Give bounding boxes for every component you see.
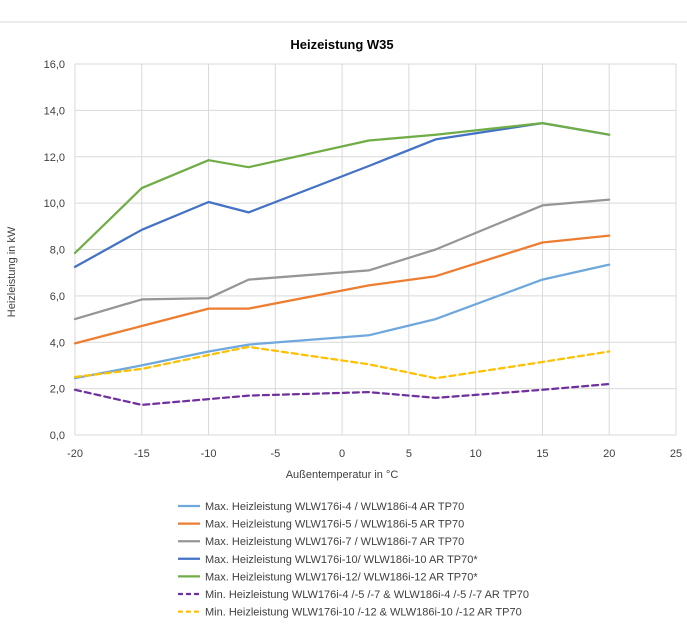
- x-tick-label: 15: [536, 448, 548, 460]
- y-tick-label: 14,0: [44, 105, 65, 117]
- legend-label: Max. Heizleistung WLW176i-4 / WLW186i-4 …: [205, 501, 464, 513]
- legend-item: Max. Heizleistung WLW176i-12/ WLW186i-12…: [178, 571, 478, 583]
- x-tick-label: -5: [270, 448, 280, 460]
- y-axis-label: Heizleistung in kW: [6, 226, 18, 317]
- y-tick-label: 10,0: [44, 198, 65, 210]
- x-tick-label: 10: [470, 448, 482, 460]
- legend-item: Max. Heizleistung WLW176i-4 / WLW186i-4 …: [178, 501, 464, 513]
- y-tick-labels: 0,0 2,0 4,0 6,0 8,0 10,0 12,0 14,0 16,0: [44, 59, 65, 442]
- legend-label: Min. Heizleistung WLW176i-4 /-5 /-7 & WL…: [205, 589, 529, 601]
- x-tick-label: 25: [670, 448, 682, 460]
- series-line-1: [73, 263, 611, 380]
- legend-item: Max. Heizleistung WLW176i-7 / WLW186i-7 …: [178, 536, 464, 548]
- x-tick-label: -20: [67, 448, 83, 460]
- series-line-2: [73, 234, 611, 345]
- series-line-5: [73, 121, 611, 255]
- x-tick-labels: -20 -15 -10 -5 0 5 10 15 20 25: [67, 448, 682, 460]
- y-tick-label: 12,0: [44, 152, 65, 164]
- x-tick-label: 0: [339, 448, 345, 460]
- chart-title: Heizeistung W35: [290, 37, 393, 52]
- series-line-7: [73, 345, 611, 380]
- y-tick-label: 0,0: [50, 430, 65, 442]
- legend-item: Max. Heizleistung WLW176i-5 / WLW186i-5 …: [178, 519, 464, 531]
- legend-item: Min. Heizleistung WLW176i-4 /-5 /-7 & WL…: [178, 589, 529, 601]
- legend-label: Max. Heizleistung WLW176i-12/ WLW186i-12…: [205, 571, 478, 583]
- x-tick-label: 5: [406, 448, 412, 460]
- gridlines: [74, 63, 677, 436]
- legend-label: Min. Heizleistung WLW176i-10 /-12 & WLW1…: [205, 607, 522, 619]
- series-line-3: [73, 198, 611, 321]
- legend-item: Min. Heizleistung WLW176i-10 /-12 & WLW1…: [178, 607, 522, 619]
- y-tick-label: 6,0: [50, 291, 65, 303]
- legend-label: Max. Heizleistung WLW176i-5 / WLW186i-5 …: [205, 519, 464, 531]
- legend-label: Max. Heizleistung WLW176i-10/ WLW186i-10…: [205, 554, 478, 566]
- series-lines: [73, 121, 611, 407]
- x-axis-label: Außentemperatur in °C: [286, 469, 399, 481]
- y-tick-label: 4,0: [50, 337, 65, 349]
- legend-item: Max. Heizleistung WLW176i-10/ WLW186i-10…: [178, 554, 478, 566]
- y-tick-label: 16,0: [44, 59, 65, 71]
- x-tick-label: 20: [603, 448, 615, 460]
- y-tick-label: 2,0: [50, 384, 65, 396]
- series-line-6: [73, 382, 611, 407]
- legend-label: Max. Heizleistung WLW176i-7 / WLW186i-7 …: [205, 536, 464, 548]
- legend: Max. Heizleistung WLW176i-4 / WLW186i-4 …: [178, 501, 529, 619]
- x-tick-label: -10: [201, 448, 217, 460]
- x-tick-label: -15: [134, 448, 150, 460]
- y-tick-label: 8,0: [50, 245, 65, 257]
